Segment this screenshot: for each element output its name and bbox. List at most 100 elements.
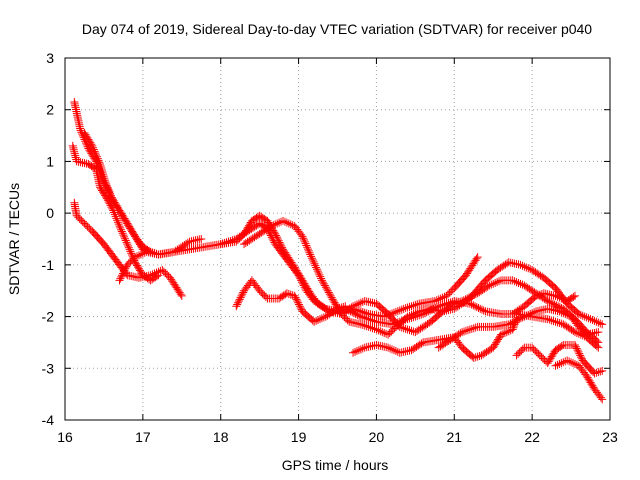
data-point — [358, 320, 367, 329]
data-point — [418, 323, 427, 332]
data-point — [557, 342, 566, 351]
data-point — [183, 238, 192, 247]
data-point — [397, 317, 406, 326]
data-point — [281, 248, 290, 257]
data-point — [119, 213, 128, 222]
data-point — [107, 193, 116, 202]
data-point — [344, 306, 353, 315]
data-point — [362, 322, 371, 331]
data-point — [554, 302, 563, 311]
data-point — [399, 304, 408, 313]
data-point — [283, 251, 292, 260]
data-point — [430, 297, 439, 306]
data-point — [279, 245, 287, 254]
data-point — [475, 352, 484, 361]
data-point — [275, 238, 284, 247]
data-point — [255, 229, 264, 238]
data-point — [294, 298, 303, 307]
data-point — [582, 313, 591, 322]
data-point — [287, 258, 296, 267]
data-point — [549, 317, 558, 326]
data-point — [280, 217, 289, 226]
data-point — [121, 216, 130, 225]
y-tick-label: -2 — [42, 309, 55, 325]
data-point — [298, 276, 307, 285]
data-point — [461, 326, 470, 335]
data-point — [510, 277, 519, 286]
data-point — [246, 235, 255, 244]
data-point — [498, 329, 507, 338]
data-point — [594, 318, 603, 327]
data-point — [119, 231, 128, 240]
data-point — [322, 284, 331, 293]
data-point — [312, 316, 321, 325]
data-point — [86, 138, 95, 147]
data-point — [469, 301, 478, 310]
data-point — [467, 262, 476, 271]
data-point — [300, 279, 309, 288]
data-point — [420, 322, 429, 331]
data-point — [572, 344, 581, 353]
data-point — [351, 301, 360, 310]
data-point — [124, 243, 133, 252]
data-point — [522, 263, 531, 272]
data-point — [512, 278, 521, 287]
data-point — [136, 242, 145, 251]
data-point — [104, 185, 113, 194]
data-point — [241, 239, 250, 248]
data-point — [301, 281, 310, 290]
data-point — [582, 372, 591, 381]
data-point — [559, 358, 568, 367]
data-point — [545, 315, 554, 324]
data-point — [382, 329, 391, 338]
data-point — [530, 308, 539, 317]
data-point — [583, 373, 592, 382]
data-point — [543, 315, 552, 324]
data-point — [570, 328, 579, 337]
data-point — [444, 298, 453, 307]
data-point — [265, 223, 274, 232]
data-point — [290, 291, 299, 300]
data-point — [282, 289, 291, 298]
data-point — [401, 315, 410, 324]
data-point — [120, 214, 129, 223]
data-point — [431, 303, 440, 312]
data-point — [81, 130, 90, 139]
data-point — [125, 245, 134, 254]
data-point — [586, 378, 595, 387]
data-point — [547, 316, 556, 325]
data-point — [233, 300, 242, 309]
data-point — [389, 346, 398, 355]
data-point — [307, 254, 316, 263]
data-point — [122, 217, 131, 226]
data-point — [303, 243, 312, 252]
data-point — [175, 288, 184, 297]
data-point — [313, 267, 322, 276]
data-point — [470, 258, 479, 267]
data-point — [130, 230, 139, 239]
series-arc-8 — [232, 276, 350, 326]
data-point — [520, 312, 529, 321]
data-point — [300, 236, 309, 245]
y-tick-label: -4 — [42, 412, 55, 428]
data-point — [594, 343, 603, 352]
data-point — [490, 341, 499, 350]
data-point — [299, 234, 308, 243]
data-point — [553, 318, 562, 327]
data-point — [117, 227, 126, 236]
data-point — [409, 345, 418, 354]
data-point — [197, 235, 206, 243]
data-point — [576, 351, 585, 360]
data-point — [146, 271, 155, 280]
data-point — [96, 183, 105, 192]
data-point — [319, 313, 328, 322]
data-point — [351, 347, 360, 356]
data-point — [293, 297, 302, 306]
data-point — [409, 313, 418, 322]
data-point — [584, 314, 593, 323]
series-arc-12 — [508, 289, 579, 318]
data-point — [120, 266, 129, 275]
data-point — [343, 305, 352, 314]
data-point — [245, 220, 254, 229]
data-point — [442, 299, 451, 308]
